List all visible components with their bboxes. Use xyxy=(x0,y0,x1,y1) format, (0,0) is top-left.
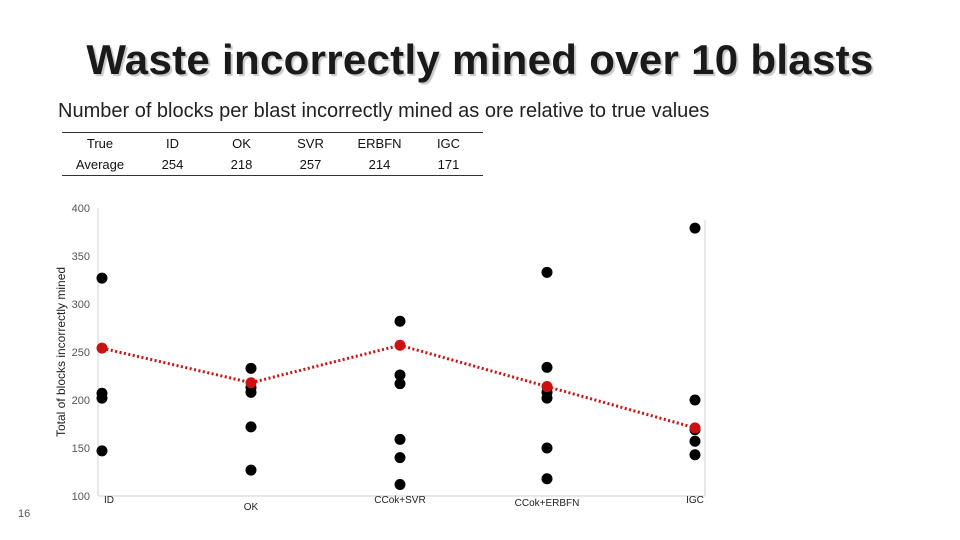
x-category-label: OK xyxy=(244,502,259,513)
y-axis-title: Total of blocks incorrectly mined xyxy=(54,267,68,437)
data-point xyxy=(541,442,553,454)
table-cell: 254 xyxy=(138,154,207,176)
table-header-cell: SVR xyxy=(276,132,345,154)
data-point xyxy=(689,394,701,406)
average-point xyxy=(96,342,108,354)
average-point xyxy=(394,339,406,351)
x-category-label: CCok+SVR xyxy=(374,495,425,506)
data-point xyxy=(245,362,257,374)
average-point xyxy=(245,377,257,389)
y-tick-label: 100 xyxy=(72,491,90,503)
data-point xyxy=(689,222,701,234)
average-table: True ID OK SVR ERBFN IGC Average 254 218… xyxy=(62,132,483,176)
table-cell: 171 xyxy=(414,154,483,176)
data-point xyxy=(689,449,701,461)
table-header-cell: ID xyxy=(138,132,207,154)
slide-title: Waste incorrectly mined over 10 blasts xyxy=(86,36,874,83)
data-point xyxy=(245,421,257,433)
y-tick-label: 200 xyxy=(72,395,90,407)
x-category-label: IGC xyxy=(686,495,704,506)
y-tick-label: 300 xyxy=(72,299,90,311)
y-tick-label: 150 xyxy=(72,443,90,455)
table-header-cell: OK xyxy=(207,132,276,154)
y-tick-label: 250 xyxy=(72,347,90,359)
x-category-label: CCok+ERBFN xyxy=(515,498,580,509)
table-cell: 257 xyxy=(276,154,345,176)
table-cell: 214 xyxy=(345,154,414,176)
data-point xyxy=(394,369,406,381)
table-cell: 218 xyxy=(207,154,276,176)
chart-subtitle: Number of blocks per blast incorrectly m… xyxy=(58,100,710,122)
data-point xyxy=(96,272,108,284)
table-cell: Average xyxy=(62,154,138,176)
data-point xyxy=(394,452,406,464)
y-tick-label: 400 xyxy=(72,203,90,215)
data-point xyxy=(541,266,553,278)
data-point xyxy=(689,435,701,447)
data-point xyxy=(394,315,406,327)
data-point xyxy=(541,361,553,373)
slide-number: 16 xyxy=(18,508,31,520)
data-point xyxy=(394,378,406,390)
data-point xyxy=(245,464,257,476)
data-point xyxy=(541,392,553,404)
x-category-label: ID xyxy=(104,495,114,506)
table-header-cell: True xyxy=(62,132,138,154)
data-point xyxy=(394,433,406,445)
y-tick-label: 350 xyxy=(72,251,90,263)
average-point xyxy=(689,422,701,434)
data-point xyxy=(96,445,108,457)
average-point xyxy=(541,381,553,393)
table-header-row: True ID OK SVR ERBFN IGC xyxy=(62,132,483,154)
data-point xyxy=(541,473,553,485)
table-row: Average 254 218 257 214 171 xyxy=(62,154,483,176)
table-header-cell: ERBFN xyxy=(345,132,414,154)
table-header-cell: IGC xyxy=(414,132,483,154)
data-point xyxy=(394,478,406,490)
data-point xyxy=(245,386,257,398)
data-point xyxy=(96,392,108,404)
